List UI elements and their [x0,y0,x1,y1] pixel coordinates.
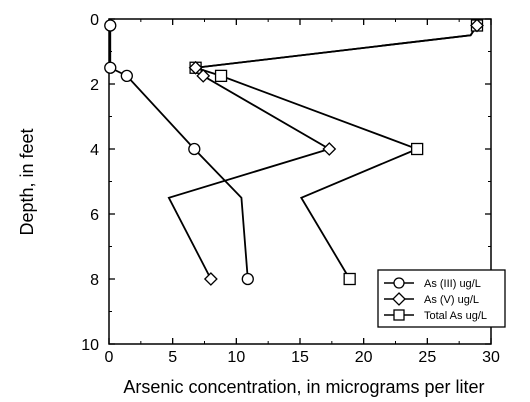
legend-square-icon [393,309,405,321]
legend-label-as-v: As (V) ug/L [424,294,479,306]
y-axis-label: Depth, in feet [17,128,37,235]
circle-marker [120,69,133,83]
legend-label-as-iii: As (III) ug/L [424,278,481,290]
x-tick-label: 25 [418,349,436,366]
diamond-marker [322,142,337,156]
y-tick-label: 10 [81,337,99,354]
y-tick-label: 0 [90,12,99,29]
y-tick-label: 6 [90,207,99,224]
diamond-marker [203,272,218,286]
diamond-marker [188,60,203,75]
square-marker [410,142,424,156]
x-tick-label: 30 [482,349,500,366]
legend-diamond-icon [392,292,406,306]
legend: As (III) ug/L As (V) ug/L Total As ug/L [377,269,506,328]
square-marker [214,69,228,83]
x-tick-label: 0 [105,349,114,366]
legend-label-total-as: Total As ug/L [424,310,487,322]
circle-marker [104,61,117,74]
x-tick-label: 5 [168,349,177,366]
x-tick-label: 15 [291,349,309,366]
series-line-circle [109,25,249,280]
square-marker [343,272,356,286]
x-axis-label: Arsenic concentration, in micrograms per… [123,377,484,397]
diamond-marker [196,68,211,83]
legend-circle-icon [393,277,405,289]
x-tick-label: 10 [227,349,245,366]
y-tick-label: 4 [90,142,99,159]
y-tick-label: 8 [90,272,99,289]
series-line-diamond [167,25,478,280]
x-tick-label: 20 [355,349,373,366]
circle-marker [104,19,117,32]
circle-marker [241,272,254,286]
plot-marks: 0 5 10 15 20 25 30 0 2 4 6 8 10 [81,12,500,366]
diamond-marker [470,18,484,33]
y-tick-label: 2 [90,77,99,94]
circle-marker [188,142,201,156]
